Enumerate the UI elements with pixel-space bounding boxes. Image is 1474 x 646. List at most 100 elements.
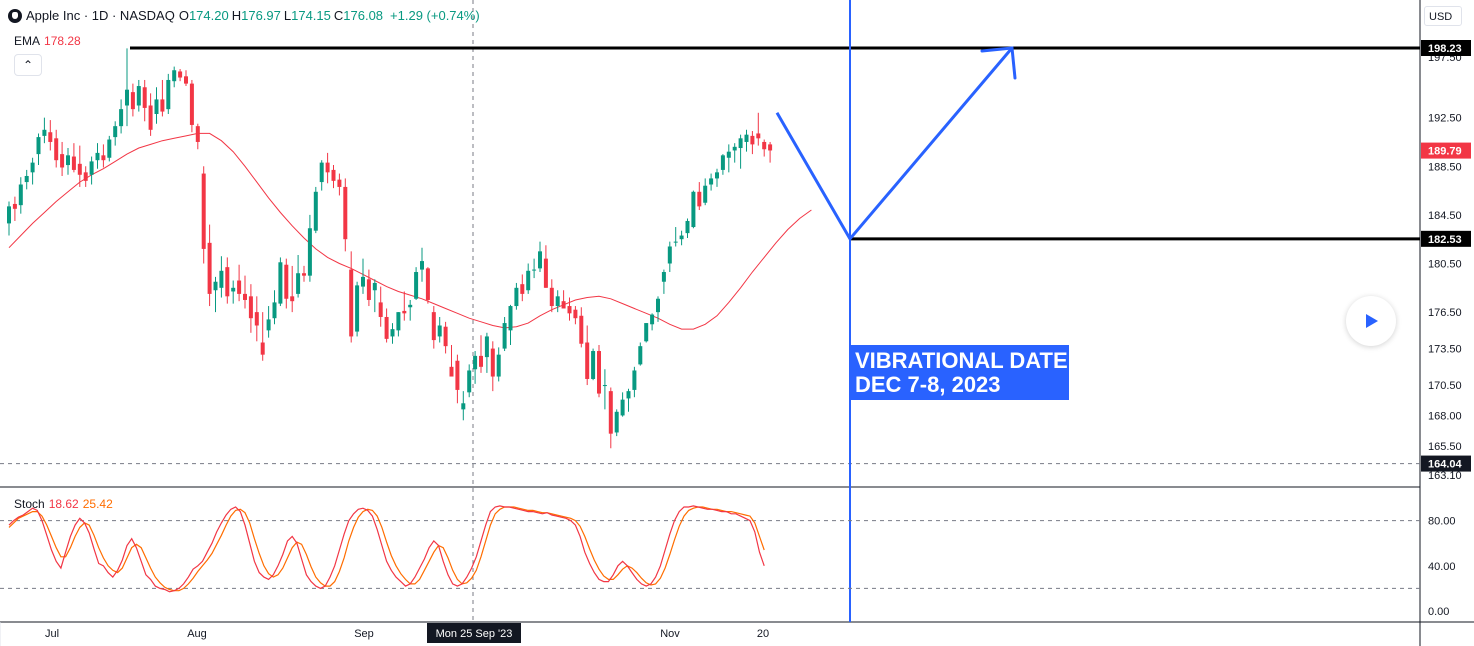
candle-body (720, 155, 725, 170)
candle-body (679, 235, 684, 240)
candle-body (195, 126, 200, 142)
candle-body (266, 319, 271, 331)
price-change: +1.29 (+0.74%) (390, 8, 480, 23)
candle-body (284, 264, 289, 299)
price-tick-label: 180.50 (1428, 259, 1462, 271)
projection-arrowhead (980, 46, 1017, 80)
price-badge-bg (1421, 142, 1471, 159)
stoch-legend[interactable]: Stoch 18.62 25.42 (14, 497, 113, 511)
candle-body (508, 306, 513, 331)
candle-body (685, 220, 690, 234)
candle-body (337, 179, 342, 187)
candle-body (461, 403, 466, 410)
projection-drawing[interactable] (775, 0, 1017, 622)
candle-body (532, 269, 537, 271)
annotation-line-2: DEC 7-8, 2023 (855, 372, 1001, 397)
candle-body (414, 272, 419, 299)
candle-body (620, 399, 625, 416)
candle-body (732, 146, 737, 151)
candle-body (626, 391, 631, 399)
chevron-up-icon: ⌃ (22, 58, 34, 72)
play-icon (1366, 314, 1378, 328)
candle-body (219, 270, 224, 288)
currency-button[interactable]: USD (1424, 6, 1462, 26)
candle-body (756, 133, 761, 139)
candle-body (567, 306, 572, 314)
ema-path (8, 132, 812, 330)
replay-button[interactable] (1346, 296, 1396, 346)
candle-body (237, 280, 242, 294)
candle-body (349, 269, 354, 337)
candle-body (307, 228, 312, 276)
candle-body (83, 172, 88, 181)
ohlc-value-l: 174.15 (291, 8, 331, 23)
ohlc-label-l: L (283, 8, 292, 23)
candle-body (254, 312, 259, 326)
candle-body (178, 71, 183, 78)
candle-body (437, 325, 442, 337)
candle-body (189, 83, 194, 125)
candle-body (390, 329, 395, 337)
crosshair-time-badge (427, 623, 521, 643)
stoch-k-line (8, 505, 765, 593)
candle-body (278, 262, 283, 304)
candle-body (744, 134, 749, 142)
candle-body (231, 287, 236, 292)
vibrational-date-annotation[interactable]: VIBRATIONAL DATE DEC 7-8, 2023 (851, 345, 1069, 400)
projection-path (775, 47, 1014, 241)
candle-body (484, 336, 489, 358)
collapse-legend-button[interactable]: ⌃ (14, 54, 42, 76)
price-badge-label: 182.53 (1428, 234, 1462, 246)
candle-body (561, 301, 566, 309)
candle-body (768, 144, 773, 151)
candle-body (95, 152, 100, 161)
stoch-tick-label: 0.00 (1428, 606, 1449, 618)
stoch-d-value: 25.42 (82, 497, 113, 511)
candle-body (313, 191, 318, 231)
candle-body (709, 178, 714, 185)
candle-body (467, 370, 472, 393)
candle-body (372, 282, 377, 291)
candle-body (142, 87, 147, 108)
candle-body (355, 285, 360, 332)
candle-body (585, 342, 590, 379)
candle-body (526, 270, 531, 291)
time-tick-label: Nov (660, 628, 680, 640)
candle-body (207, 242, 212, 294)
ema-legend[interactable]: EMA 178.28 (14, 34, 81, 48)
candle-body (213, 281, 218, 291)
candle-body (260, 342, 265, 355)
candle-body (12, 203, 17, 209)
price-tick-label: 192.50 (1428, 113, 1462, 125)
candle-body (48, 132, 53, 142)
candle-body (762, 141, 767, 150)
candle-body (343, 186, 348, 240)
stoch-k-value: 18.62 (48, 497, 79, 511)
candle-body (408, 304, 413, 308)
candle-body (136, 86, 141, 106)
ema-value: 178.28 (44, 34, 81, 48)
price-badge-label: 164.04 (1428, 459, 1463, 471)
annotation-line-1: VIBRATIONAL DATE (855, 348, 1068, 373)
candle-body (113, 126, 118, 138)
candle-body (425, 268, 430, 300)
price-tick-label: 173.50 (1428, 344, 1462, 356)
candle-body (520, 284, 525, 294)
candle-body (656, 298, 660, 313)
candle-body (24, 175, 29, 183)
candle-body (378, 302, 383, 317)
candle-body (715, 172, 719, 179)
horizontal-levels[interactable] (130, 46, 1420, 241)
candle-body (7, 206, 11, 224)
symbol-title[interactable]: Apple Inc · 1D · NASDAQ (26, 8, 175, 23)
candle-body (667, 246, 672, 264)
candle-body (490, 348, 495, 377)
candle-body (632, 370, 637, 390)
candle-body (738, 138, 743, 149)
time-tick-label: 20 (757, 628, 769, 640)
candle-body (538, 251, 542, 269)
candle-body (549, 287, 554, 307)
price-tick-label: 170.50 (1428, 380, 1462, 392)
candle-body (420, 261, 424, 270)
